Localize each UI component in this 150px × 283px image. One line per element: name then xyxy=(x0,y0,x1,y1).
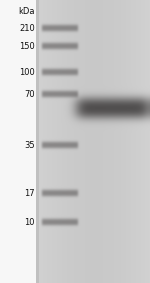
Text: 35: 35 xyxy=(24,141,35,150)
Text: 100: 100 xyxy=(19,68,35,77)
Text: 150: 150 xyxy=(19,42,35,51)
Text: 210: 210 xyxy=(19,24,35,33)
Text: 17: 17 xyxy=(24,189,35,198)
Text: 10: 10 xyxy=(24,218,35,227)
Text: 70: 70 xyxy=(24,90,35,99)
Text: kDa: kDa xyxy=(18,7,35,16)
